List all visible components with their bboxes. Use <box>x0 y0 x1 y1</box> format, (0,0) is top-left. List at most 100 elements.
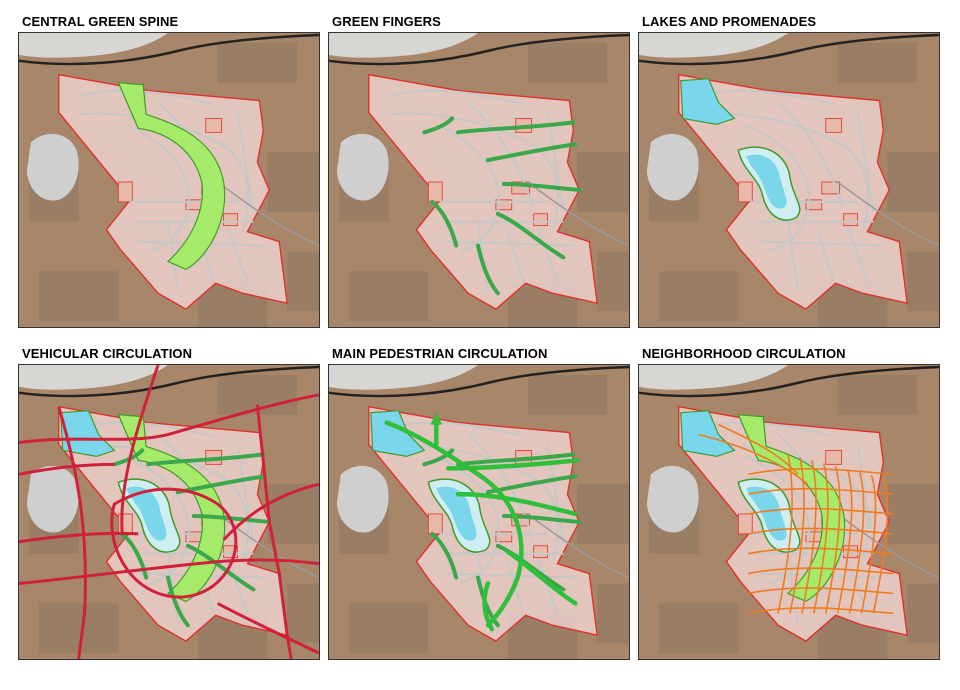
site-map <box>638 364 940 660</box>
green-finger <box>185 543 256 592</box>
parcel <box>495 199 513 211</box>
neighborhood-street <box>748 487 894 495</box>
green-spine <box>117 81 226 271</box>
village-area <box>646 133 699 201</box>
town-area <box>639 33 789 58</box>
neighborhood-street <box>836 469 853 614</box>
railway-line <box>639 33 939 66</box>
lake-north <box>680 78 736 125</box>
green-finger <box>485 142 578 163</box>
neighborhood-street <box>813 463 829 614</box>
terrain-patch <box>38 603 119 654</box>
road <box>536 227 559 282</box>
parcel <box>533 213 548 227</box>
railway-line <box>19 365 319 398</box>
road <box>846 227 869 282</box>
parcel <box>737 513 753 535</box>
vehicular-road <box>222 482 319 541</box>
village-area <box>646 465 699 533</box>
neighborhood-street <box>748 547 894 555</box>
lake-north <box>680 410 736 457</box>
road <box>388 112 560 228</box>
highway <box>527 513 629 579</box>
lake-water <box>126 486 167 541</box>
parcel <box>223 545 238 559</box>
neighborhood-street <box>748 507 894 515</box>
terrain-patch <box>907 251 939 312</box>
green-finger <box>456 452 576 467</box>
terrain-patch <box>267 484 319 544</box>
panel-title: CENTRAL GREEN SPINE <box>22 14 179 29</box>
neighborhood-street <box>748 527 894 535</box>
neighborhood-street <box>860 474 877 614</box>
panel-title: MAIN PEDESTRIAN CIRCULATION <box>332 346 548 361</box>
pedestrian-route <box>384 420 524 628</box>
site-map <box>328 364 630 660</box>
terrain-patch <box>837 374 918 415</box>
green-finger <box>501 513 582 524</box>
terrain-patch <box>348 603 429 654</box>
vehicular-road <box>57 406 87 659</box>
site-map <box>18 364 320 660</box>
lake-north <box>60 410 116 457</box>
terrain-patch <box>658 603 739 654</box>
neighborhood-street <box>789 457 805 614</box>
terrain-patch <box>217 42 298 83</box>
site-map <box>638 32 940 328</box>
railway-line <box>19 33 319 66</box>
parcel <box>495 531 513 543</box>
green-finger <box>422 116 455 135</box>
neighborhood-street <box>748 468 894 476</box>
lake-water <box>746 486 787 541</box>
neighborhood-street <box>748 587 894 595</box>
terrain-patch <box>597 583 629 644</box>
parcel <box>825 118 843 133</box>
panel-title: GREEN FINGERS <box>332 14 441 29</box>
road <box>745 455 810 585</box>
railway-line <box>329 365 629 398</box>
town-area <box>19 365 169 390</box>
terrain-patch <box>887 152 939 212</box>
road <box>78 444 250 560</box>
terrain-patch <box>348 271 429 322</box>
road <box>745 123 810 253</box>
pedestrian-route <box>445 458 580 471</box>
parcel <box>825 450 843 465</box>
highway <box>837 513 939 579</box>
road <box>435 123 500 253</box>
vehicular-road <box>19 531 139 544</box>
road <box>786 221 800 292</box>
village-area <box>336 465 389 533</box>
vehicular-road <box>120 365 160 534</box>
terrain-patch <box>287 583 319 644</box>
parcel <box>511 181 531 195</box>
road <box>467 433 535 541</box>
highway <box>527 181 629 247</box>
green-finger <box>495 211 566 260</box>
pedestrian-route <box>455 491 578 517</box>
vehicular-road <box>19 462 115 476</box>
neighborhood-street <box>872 477 889 614</box>
panel-lakes-and-promenades: LAKES AND PROMENADES <box>638 10 940 328</box>
road <box>856 112 875 212</box>
road <box>846 559 869 614</box>
town-area <box>639 365 789 390</box>
green-finger <box>456 120 576 135</box>
panel-title: VEHICULAR CIRCULATION <box>22 346 193 361</box>
vehicular-road <box>110 487 238 599</box>
terrain-patch <box>527 374 608 415</box>
neighborhood-street <box>748 567 894 575</box>
green-finger <box>501 181 582 192</box>
terrain-patch <box>577 484 629 544</box>
panel-main-pedestrian-circulation: MAIN PEDESTRIAN CIRCULATION <box>328 342 630 660</box>
road <box>236 112 255 212</box>
terrain-patch <box>267 152 319 212</box>
road <box>467 101 535 209</box>
road <box>816 231 835 282</box>
panel-vehicular-circulation: VEHICULAR CIRCULATION <box>18 342 320 660</box>
site-boundary <box>58 73 289 310</box>
town-area <box>329 365 479 390</box>
village-area <box>26 133 79 201</box>
lake-water <box>746 154 787 209</box>
road <box>435 455 500 585</box>
